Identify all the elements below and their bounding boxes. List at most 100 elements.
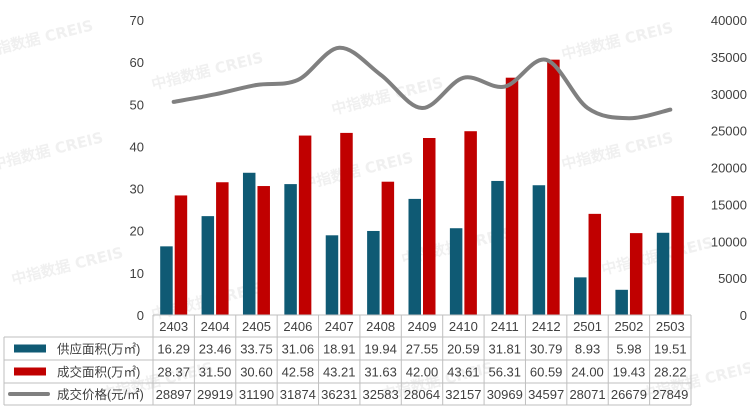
y-left-tick-label: 30	[130, 182, 144, 197]
deal-bar	[671, 196, 684, 315]
data-label: 43.61	[447, 365, 480, 380]
supply-bar	[242, 172, 256, 315]
data-label: 29919	[197, 387, 233, 402]
data-label: 19.51	[654, 342, 687, 357]
data-label: 28897	[156, 387, 192, 402]
data-label: 5.98	[616, 342, 641, 357]
price-line-series	[171, 45, 673, 121]
data-label: 56.31	[488, 365, 521, 380]
data-label: 18.91	[323, 342, 356, 357]
x-tick-label: 2408	[366, 319, 395, 334]
data-label: 27849	[652, 387, 688, 402]
legend-label: 供应面积(万㎡)	[57, 342, 140, 357]
x-tick-label: 2411	[491, 319, 519, 334]
y-left-tick-label: 40	[130, 139, 144, 154]
supply-bar	[532, 185, 546, 315]
data-label: 43.21	[323, 365, 356, 380]
x-tick-label: 2412	[532, 319, 561, 334]
supply-bar	[408, 198, 421, 315]
y-right-tick-label: 35000	[711, 50, 747, 65]
x-tick-label: 2405	[242, 319, 271, 334]
y-axis-right: 0 5000 10000 15000 20000 25000 30000 35000 40000	[711, 13, 747, 323]
data-label: 60.59	[530, 365, 563, 380]
x-tick-label: 2501	[573, 319, 602, 334]
data-label: 16.29	[157, 342, 190, 357]
data-label: 32583	[363, 387, 399, 402]
deal-bar	[464, 131, 477, 315]
deal-bar	[257, 186, 270, 315]
y-right-tick-label: 30000	[711, 87, 747, 102]
deal-bar	[423, 138, 436, 315]
x-tick-label: 2409	[408, 319, 437, 334]
deal-bar	[381, 181, 395, 315]
y-left-tick-label: 50	[130, 97, 144, 112]
y-right-tick-label: 20000	[711, 161, 747, 176]
y-left-tick-label: 20	[130, 224, 144, 239]
x-tick-label: 2502	[614, 319, 643, 334]
data-label: 30.79	[530, 342, 563, 357]
y-left-tick-label: 70	[130, 13, 144, 28]
data-label: 26679	[611, 387, 647, 402]
deal-bar	[588, 213, 602, 315]
data-label: 31.06	[282, 342, 315, 357]
deal-bar	[340, 132, 353, 315]
x-tick-label: 2404	[201, 319, 230, 334]
y-right-tick-label: 5000	[718, 271, 747, 286]
y-right-tick-label: 40000	[711, 13, 747, 28]
y-left-tick-label: 10	[130, 266, 144, 281]
data-label: 19.43	[613, 365, 646, 380]
data-label: 31.50	[199, 365, 232, 380]
data-label: 28.37	[157, 365, 190, 380]
x-tick-label: 2503	[656, 319, 685, 334]
data-label: 30969	[487, 387, 523, 402]
deal-bar	[629, 233, 643, 315]
legend-swatch	[14, 367, 46, 376]
supply-bar	[615, 289, 628, 315]
data-label: 28071	[569, 387, 605, 402]
x-tick-label: 2407	[325, 319, 354, 334]
supply-bar	[325, 235, 339, 315]
deal-bar	[174, 195, 188, 315]
y-right-tick-label: 10000	[711, 234, 747, 249]
data-label: 19.94	[364, 342, 397, 357]
y-right-tick-label: 0	[740, 308, 747, 323]
data-label: 20.59	[447, 342, 480, 357]
data-label: 42.58	[282, 365, 315, 380]
y-right-tick-label: 25000	[711, 124, 747, 139]
data-label: 31.81	[488, 342, 521, 357]
data-label: 36231	[321, 387, 357, 402]
deal-bar	[298, 135, 312, 315]
supply-bar	[201, 216, 215, 315]
y-left-tick-label: 0	[137, 308, 144, 323]
data-label: 31.63	[364, 365, 397, 380]
data-label: 42.00	[406, 365, 439, 380]
supply-bar	[656, 232, 670, 315]
data-label: 34597	[528, 387, 564, 402]
legend-label: 成交面积(万㎡)	[57, 365, 140, 380]
deal-bar	[505, 77, 519, 315]
data-label: 28064	[404, 387, 440, 402]
data-label: 33.75	[240, 342, 273, 357]
deal-bar	[547, 59, 560, 315]
data-label: 31190	[239, 387, 274, 402]
supply-bar	[574, 277, 587, 315]
supply-bar	[284, 184, 297, 315]
supply-bar	[367, 230, 380, 315]
data-table: 2403 2404 2405 2406 2407 2408 2409 2410 2411 2412…	[3, 314, 692, 406]
data-label: 32157	[445, 387, 481, 402]
legend-label: 成交价格(元/㎡)	[57, 387, 144, 402]
legend-swatch	[14, 344, 46, 353]
y-right-tick-label: 15000	[711, 197, 747, 212]
x-tick-label: 2406	[283, 319, 312, 334]
data-label: 24.00	[571, 365, 604, 380]
x-tick-label: 2403	[159, 319, 188, 334]
data-label: 8.93	[575, 342, 600, 357]
price-line	[171, 45, 673, 121]
deal-bar	[216, 182, 229, 315]
supply-bar	[160, 246, 173, 315]
bar-series	[160, 59, 684, 315]
data-label: 23.46	[199, 342, 232, 357]
x-tick-label: 2410	[449, 319, 478, 334]
data-label: 28.22	[654, 365, 687, 380]
